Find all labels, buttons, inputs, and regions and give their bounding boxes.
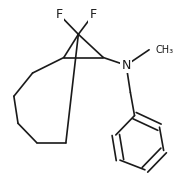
Text: CH₃: CH₃ [155,45,173,55]
Text: F: F [89,8,97,21]
Text: N: N [122,59,131,72]
Text: F: F [56,8,63,21]
